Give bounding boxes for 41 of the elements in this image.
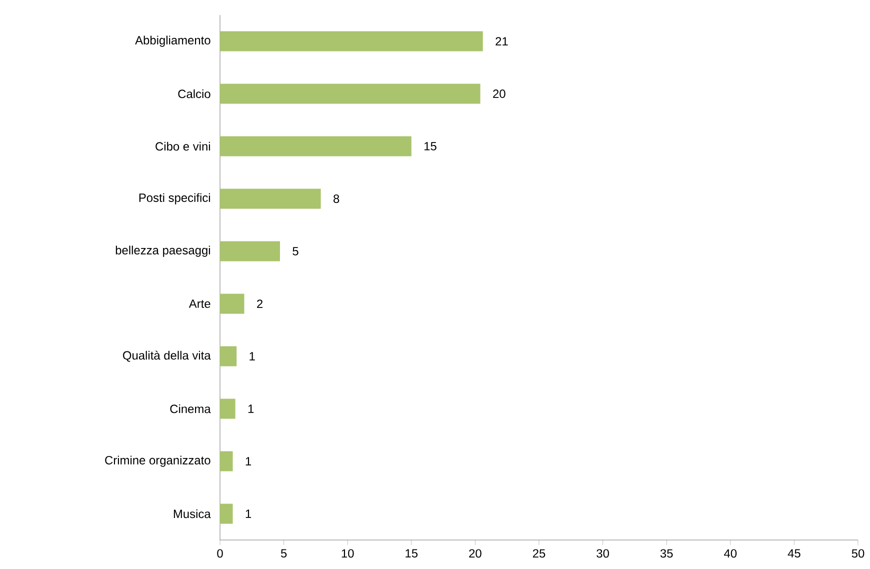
x-tick-label: 40 bbox=[724, 549, 737, 558]
y-tick-label: Cinema bbox=[170, 404, 211, 414]
data-label: 5 bbox=[292, 247, 298, 256]
y-tick-label: Cibo e vini bbox=[156, 142, 210, 151]
data-label: 15 bbox=[424, 142, 436, 150]
y-tick-label: Qualità della vita bbox=[122, 350, 211, 362]
x-tick-label: 35 bbox=[660, 549, 673, 558]
bar bbox=[220, 241, 280, 262]
y-tick-label: Arte bbox=[188, 300, 210, 308]
x-tick-label: 20 bbox=[469, 549, 482, 558]
data-label: 20 bbox=[493, 90, 506, 98]
y-tick-label: Abbigliamento bbox=[135, 36, 210, 47]
y-tick-label: Musica bbox=[174, 509, 211, 518]
y-tick-label: Posti specifici bbox=[139, 193, 210, 204]
bar bbox=[220, 451, 233, 472]
bar bbox=[220, 188, 321, 209]
x-tick-label: 50 bbox=[852, 549, 864, 558]
data-label: 1 bbox=[248, 404, 254, 413]
y-tick-label: Crimine organizzato bbox=[105, 456, 210, 467]
bar bbox=[220, 136, 412, 156]
data-label: 1 bbox=[246, 457, 252, 466]
bar bbox=[220, 84, 480, 104]
bar bbox=[220, 31, 483, 52]
x-tick-label: 5 bbox=[280, 549, 287, 558]
x-tick-label: 30 bbox=[596, 549, 609, 558]
bar bbox=[220, 294, 244, 314]
y-tick-label: Calcio bbox=[178, 89, 210, 98]
data-label: 2 bbox=[257, 300, 262, 308]
bar bbox=[220, 504, 233, 524]
x-tick-label: 15 bbox=[406, 549, 418, 558]
bar bbox=[220, 398, 236, 419]
data-label: 1 bbox=[250, 352, 255, 360]
data-label: 21 bbox=[496, 37, 508, 46]
x-tick-label: 45 bbox=[788, 549, 800, 558]
x-tick-label: 0 bbox=[217, 549, 223, 558]
x-tick-label: 10 bbox=[342, 549, 354, 558]
x-tick-label: 25 bbox=[532, 549, 546, 558]
bar bbox=[220, 346, 237, 366]
data-label: 1 bbox=[246, 510, 252, 518]
data-label: 8 bbox=[334, 194, 340, 203]
y-tick-label: bellezza paesaggi bbox=[116, 246, 210, 257]
